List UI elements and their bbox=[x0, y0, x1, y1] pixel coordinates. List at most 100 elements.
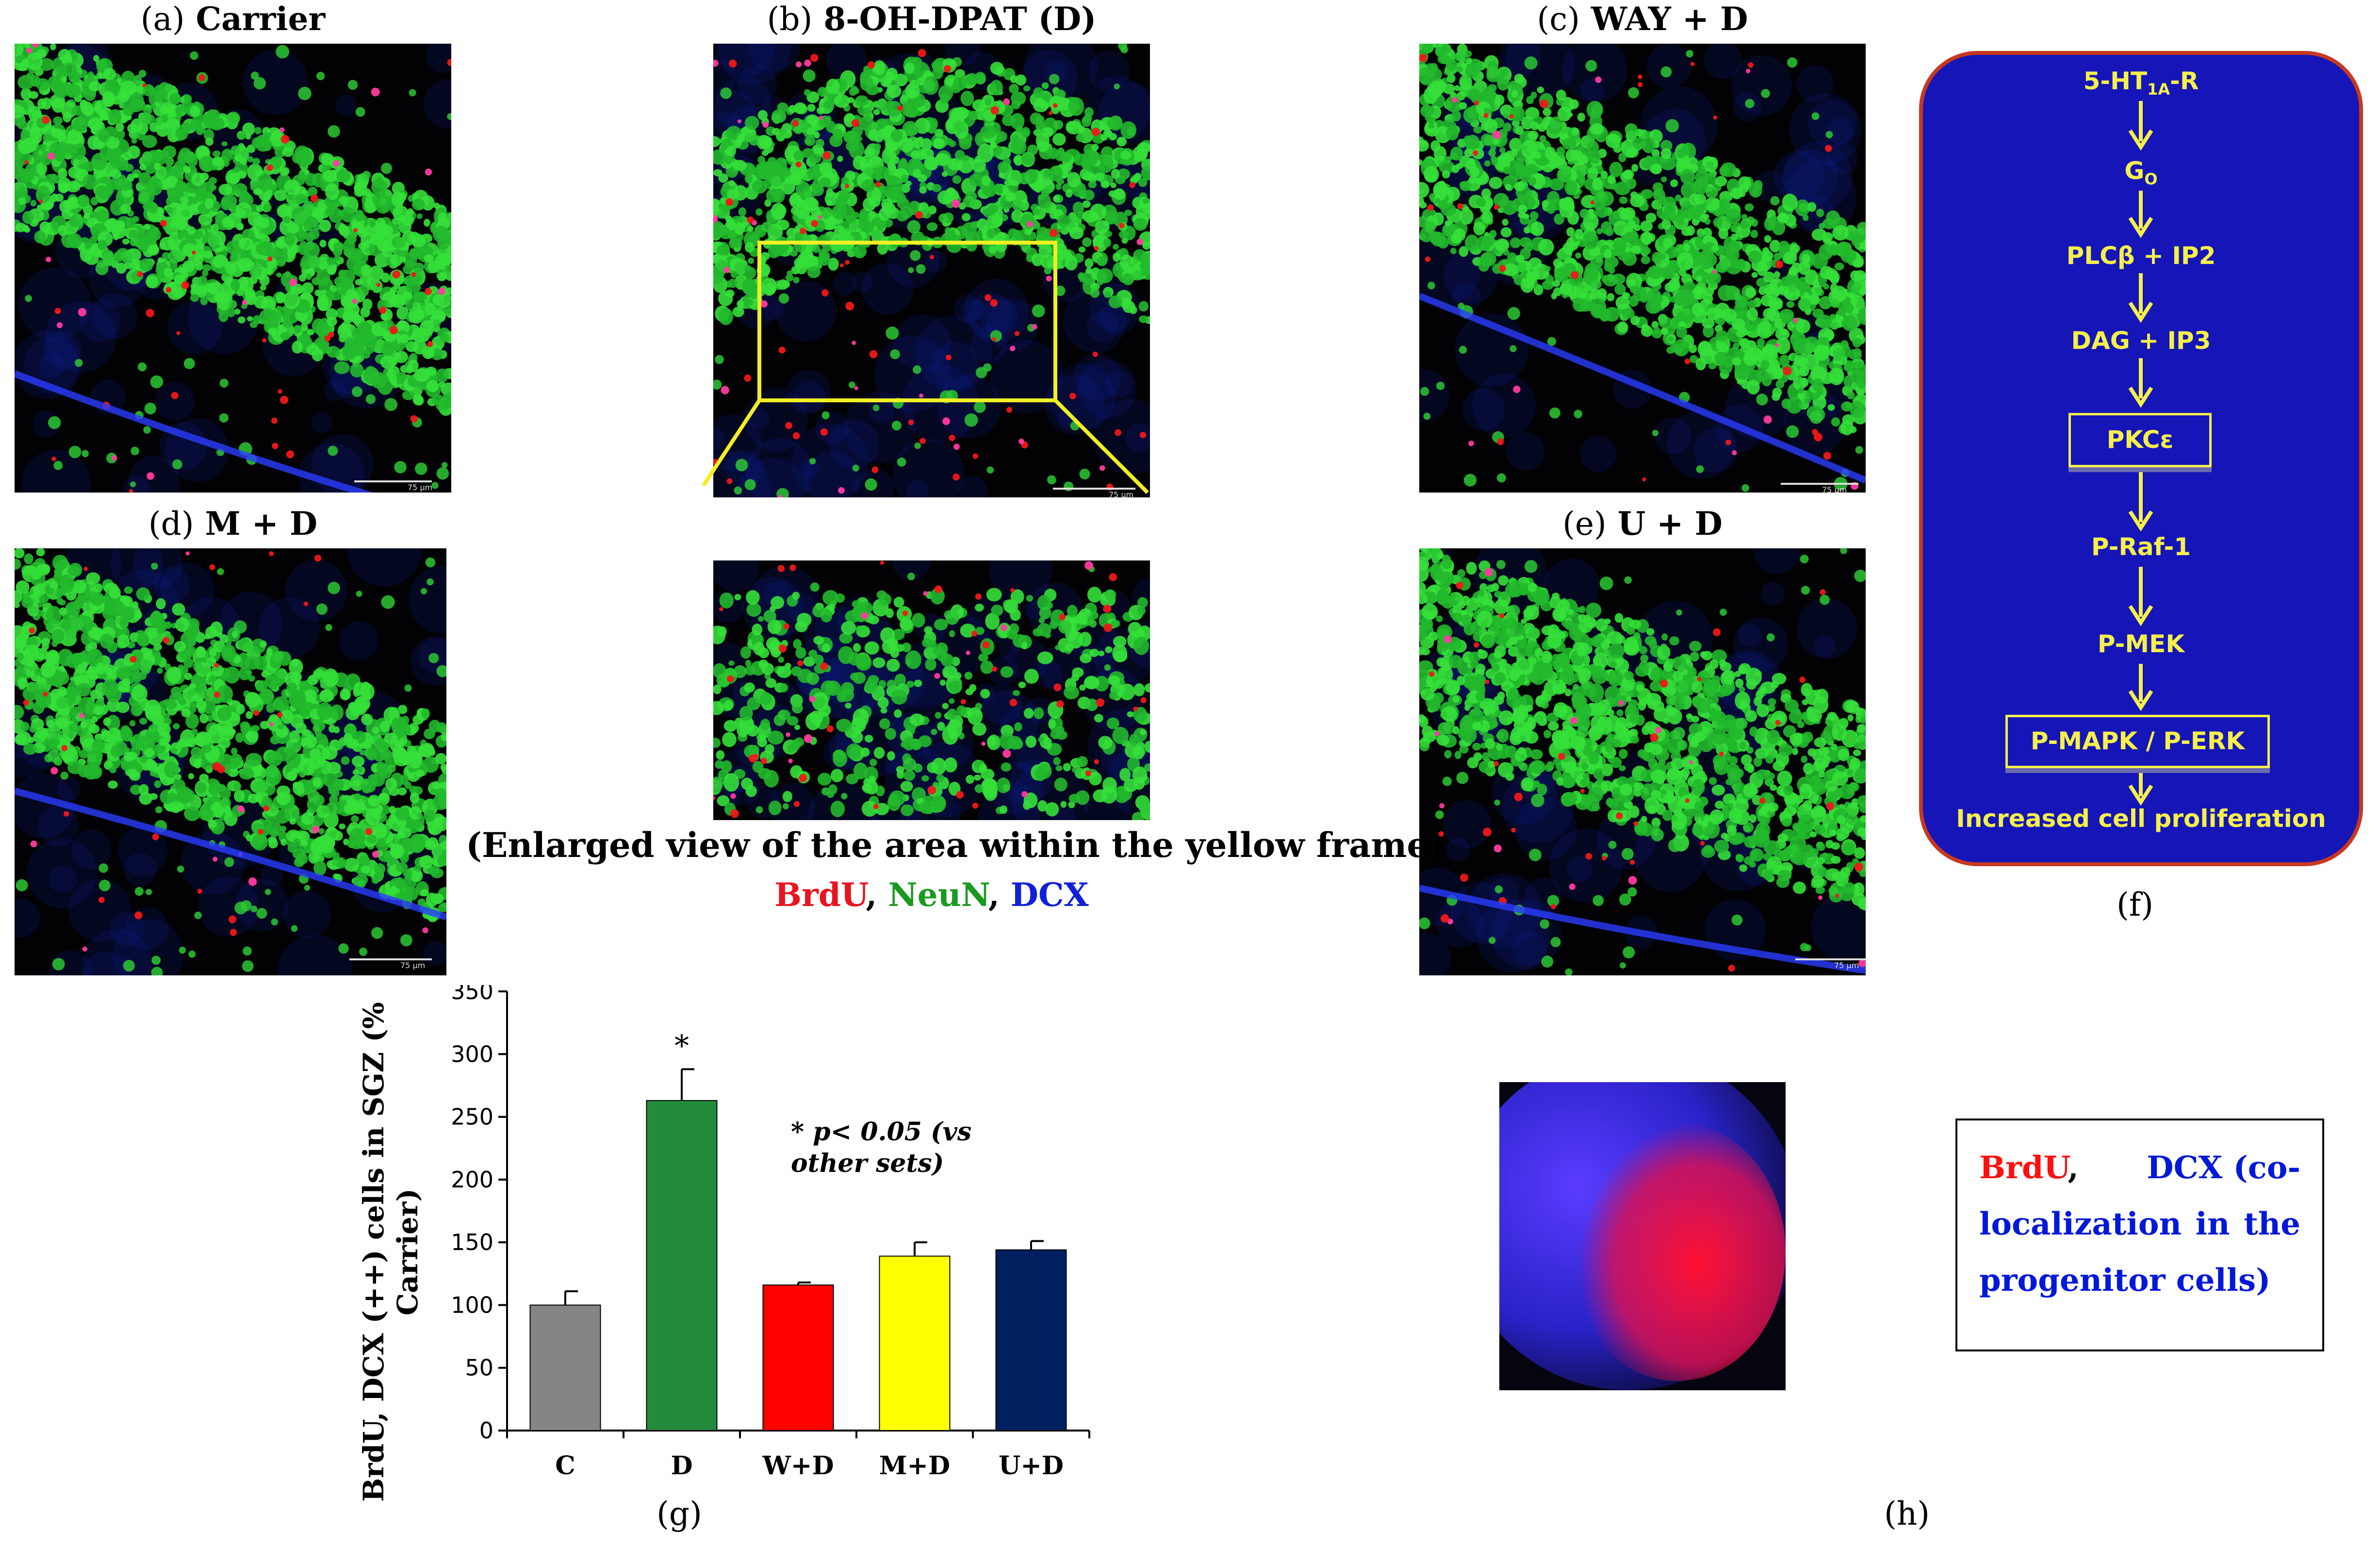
pathway-arrow bbox=[2128, 664, 2153, 711]
scale-label-d: 75 µm bbox=[400, 961, 426, 970]
panel-c-title: WAY + D bbox=[1591, 0, 1748, 38]
panel-h-tag: (h) bbox=[1858, 1495, 1955, 1532]
x-tick-label: C bbox=[555, 1451, 575, 1481]
panel-b-caption: (b) 8-OH-DPAT (D) bbox=[713, 0, 1150, 38]
legend-dcx: DCX (co- bbox=[2147, 1150, 2300, 1186]
pathway-node-go-sub: O bbox=[2144, 170, 2158, 188]
legend-line-2: localization in the bbox=[1979, 1206, 2300, 1242]
chart-axes: 0 50 100 150 200 250 300 350 C D W+D M+D U+D bbox=[451, 985, 1090, 1481]
pathway-arrow bbox=[2128, 472, 2153, 532]
pathway-node-dag: DAG + IP3 bbox=[2071, 327, 2211, 355]
yellow-frame bbox=[757, 241, 1057, 402]
bar-m-d bbox=[879, 1255, 951, 1431]
scale-bar-e bbox=[1795, 958, 1866, 960]
pathway-node-plc: PLCβ + IP2 bbox=[2066, 242, 2216, 270]
x-tick-label: D bbox=[671, 1451, 692, 1481]
y-tick-label: 100 bbox=[451, 1292, 493, 1318]
y-tick-label: 250 bbox=[451, 1104, 493, 1130]
panel-b-title: 8-OH-DPAT (D) bbox=[823, 0, 1097, 38]
panel-d-title: M + D bbox=[205, 505, 318, 543]
stain-legend: BrdU, NeuN, DCX bbox=[466, 876, 1397, 914]
panel-g-tag-text: (g) bbox=[657, 1495, 702, 1532]
legend-brdu: BrdU bbox=[1979, 1150, 2068, 1186]
legend-line-1: BrdU, DCX (co- bbox=[1979, 1140, 2300, 1196]
zoom-line-right bbox=[1054, 399, 1149, 494]
micrograph-texture bbox=[15, 548, 446, 975]
micrograph-8-oh-dpat bbox=[713, 44, 1150, 497]
bar-d bbox=[646, 1100, 718, 1431]
panel-a-title: Carrier bbox=[196, 0, 326, 38]
enlarged-caption: (Enlarged view of the area within the ye… bbox=[466, 825, 1445, 865]
pathway-node-praf1: P-Raf-1 bbox=[2091, 533, 2191, 561]
pathway-arrow bbox=[2128, 567, 2153, 626]
panel-f-tag-text: (f) bbox=[2117, 886, 2153, 923]
chart-y-axis-title: BrdU, DCX (++) cells in SGZ (% Carrier) bbox=[357, 1002, 424, 1502]
panel-b-tag: (b) bbox=[767, 0, 813, 38]
micrograph-m-d bbox=[15, 548, 446, 975]
legend-line-3: progenitor cells) bbox=[1979, 1262, 2271, 1299]
micrograph-enlarged-view bbox=[713, 560, 1150, 820]
significance-note-line-1: * p< 0.05 (vs bbox=[791, 1117, 971, 1147]
scale-label-b: 75 µm bbox=[1109, 490, 1134, 499]
scale-bar-a bbox=[354, 480, 432, 482]
pathway-box-shadow-pmapk bbox=[2005, 768, 2270, 773]
bar-w-d bbox=[762, 1284, 834, 1431]
pathway-node-5ht1a-tail: -R bbox=[2170, 67, 2199, 95]
stain-brdu: BrdU bbox=[774, 876, 866, 914]
pathway-arrow bbox=[2128, 358, 2153, 408]
y-tick-label: 150 bbox=[451, 1229, 493, 1255]
pathway-node-pkce: PKCε bbox=[2068, 413, 2212, 467]
significance-star: * bbox=[674, 1029, 689, 1063]
panel-e-title: U + D bbox=[1617, 505, 1723, 543]
panel-g-tag: (g) bbox=[631, 1495, 728, 1532]
stain-sep-1: , bbox=[866, 876, 888, 914]
signaling-pathway-panel: 5-HT1A-R GO PLCβ + IP2 DAG + IP3 PKCε P-… bbox=[1919, 51, 2363, 866]
micrograph-way-d bbox=[1419, 44, 1866, 493]
pathway-node-5ht1a-r: 5-HT1A-R bbox=[1923, 67, 2359, 99]
y-tick-label: 350 bbox=[451, 985, 493, 1004]
micrograph-carrier bbox=[15, 44, 451, 493]
panel-c-caption: (c) WAY + D bbox=[1419, 0, 1866, 38]
significance-note-line-2: other sets) bbox=[791, 1149, 944, 1178]
panel-d-caption: (d) M + D bbox=[15, 505, 451, 543]
pathway-arrows bbox=[2128, 101, 2153, 806]
scale-bar-d bbox=[349, 958, 432, 960]
pathway-arrow bbox=[2128, 101, 2153, 151]
pathway-node-go: GO bbox=[1923, 157, 2359, 188]
micrograph-texture bbox=[713, 44, 1150, 497]
pathway-node-outcome: Increased cell proliferation bbox=[1956, 805, 2326, 833]
panel-h-tag-text: (h) bbox=[1884, 1495, 1930, 1532]
stain-sep-2: , bbox=[988, 876, 1011, 914]
chart-bars: * bbox=[529, 1029, 1067, 1432]
panel-c-tag: (c) bbox=[1537, 0, 1580, 38]
pathway-node-5ht1a-sub: 1A bbox=[2147, 80, 2170, 99]
micrograph-texture bbox=[1419, 548, 1866, 975]
micrograph-colocalization bbox=[1499, 1082, 1786, 1390]
x-tick-label: U+D bbox=[999, 1451, 1064, 1481]
panel-f-tag: (f) bbox=[2086, 886, 2183, 923]
legend-comma: , bbox=[2068, 1150, 2079, 1186]
bar-chart: BrdU, DCX (++) cells in SGZ (% Carrier) … bbox=[357, 985, 1090, 1502]
y-axis-title-line-1: BrdU, DCX (++) cells in SGZ (% bbox=[357, 1002, 390, 1502]
micrograph-texture bbox=[713, 560, 1150, 820]
y-tick-label: 200 bbox=[451, 1167, 493, 1193]
pathway-arrow bbox=[2128, 273, 2153, 323]
y-axis-title-line-2: Carrier) bbox=[391, 1188, 424, 1316]
pathway-arrow bbox=[2128, 191, 2153, 238]
panel-a-tag: (a) bbox=[140, 0, 185, 38]
stain-dcx: DCX bbox=[1010, 876, 1089, 914]
y-tick-label: 300 bbox=[451, 1041, 493, 1067]
pathway-box-shadow-pkce bbox=[2068, 467, 2212, 472]
scale-label-c: 75 µm bbox=[1822, 485, 1847, 494]
stain-neun: NeuN bbox=[888, 876, 988, 914]
pathway-node-pmapk: P-MAPK / P-ERK bbox=[2005, 715, 2270, 768]
micrograph-texture bbox=[15, 44, 451, 493]
micrograph-texture bbox=[1419, 44, 1866, 493]
panel-d-tag: (d) bbox=[148, 505, 194, 543]
panel-a-caption: (a) Carrier bbox=[15, 0, 451, 38]
panel-e-tag: (e) bbox=[1562, 505, 1607, 543]
scale-bar-c bbox=[1781, 483, 1858, 485]
zoom-line-left bbox=[702, 399, 761, 487]
